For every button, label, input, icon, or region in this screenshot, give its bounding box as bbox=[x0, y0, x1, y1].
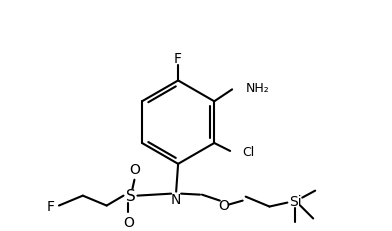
Text: N: N bbox=[171, 192, 181, 206]
Text: S: S bbox=[125, 188, 135, 203]
Text: O: O bbox=[129, 162, 140, 176]
Text: F: F bbox=[47, 199, 55, 213]
Text: O: O bbox=[123, 216, 134, 229]
Text: NH₂: NH₂ bbox=[246, 82, 270, 94]
Text: Cl: Cl bbox=[242, 146, 254, 159]
Text: F: F bbox=[174, 51, 182, 65]
Text: O: O bbox=[218, 198, 229, 212]
Text: Si: Si bbox=[289, 194, 301, 208]
